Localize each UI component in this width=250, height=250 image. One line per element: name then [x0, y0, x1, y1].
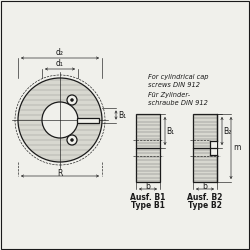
Bar: [210, 141, 217, 155]
Text: B₁: B₁: [118, 110, 126, 120]
Circle shape: [67, 95, 77, 105]
Text: For cylindrical cap
screws DIN 912: For cylindrical cap screws DIN 912: [148, 74, 208, 88]
Bar: [193, 114, 217, 182]
Text: R: R: [57, 169, 63, 178]
Bar: [136, 114, 160, 182]
Bar: [77, 118, 99, 122]
Text: Für Zylinder-
schraube DIN 912: Für Zylinder- schraube DIN 912: [148, 92, 208, 106]
Text: B₁: B₁: [166, 126, 174, 136]
Text: B₂: B₂: [223, 126, 231, 136]
Text: b: b: [146, 182, 150, 191]
Text: Type B2: Type B2: [188, 201, 222, 210]
Circle shape: [18, 78, 102, 162]
Circle shape: [70, 138, 74, 141]
Text: d₂: d₂: [56, 48, 64, 57]
Circle shape: [67, 135, 77, 145]
Text: m: m: [233, 144, 240, 152]
Circle shape: [42, 102, 78, 138]
Text: Ausf. B1: Ausf. B1: [130, 193, 166, 202]
Text: Ausf. B2: Ausf. B2: [187, 193, 223, 202]
Text: b: b: [202, 182, 207, 191]
Circle shape: [70, 98, 74, 102]
Text: d₁: d₁: [56, 59, 64, 68]
Text: Type B1: Type B1: [131, 201, 165, 210]
